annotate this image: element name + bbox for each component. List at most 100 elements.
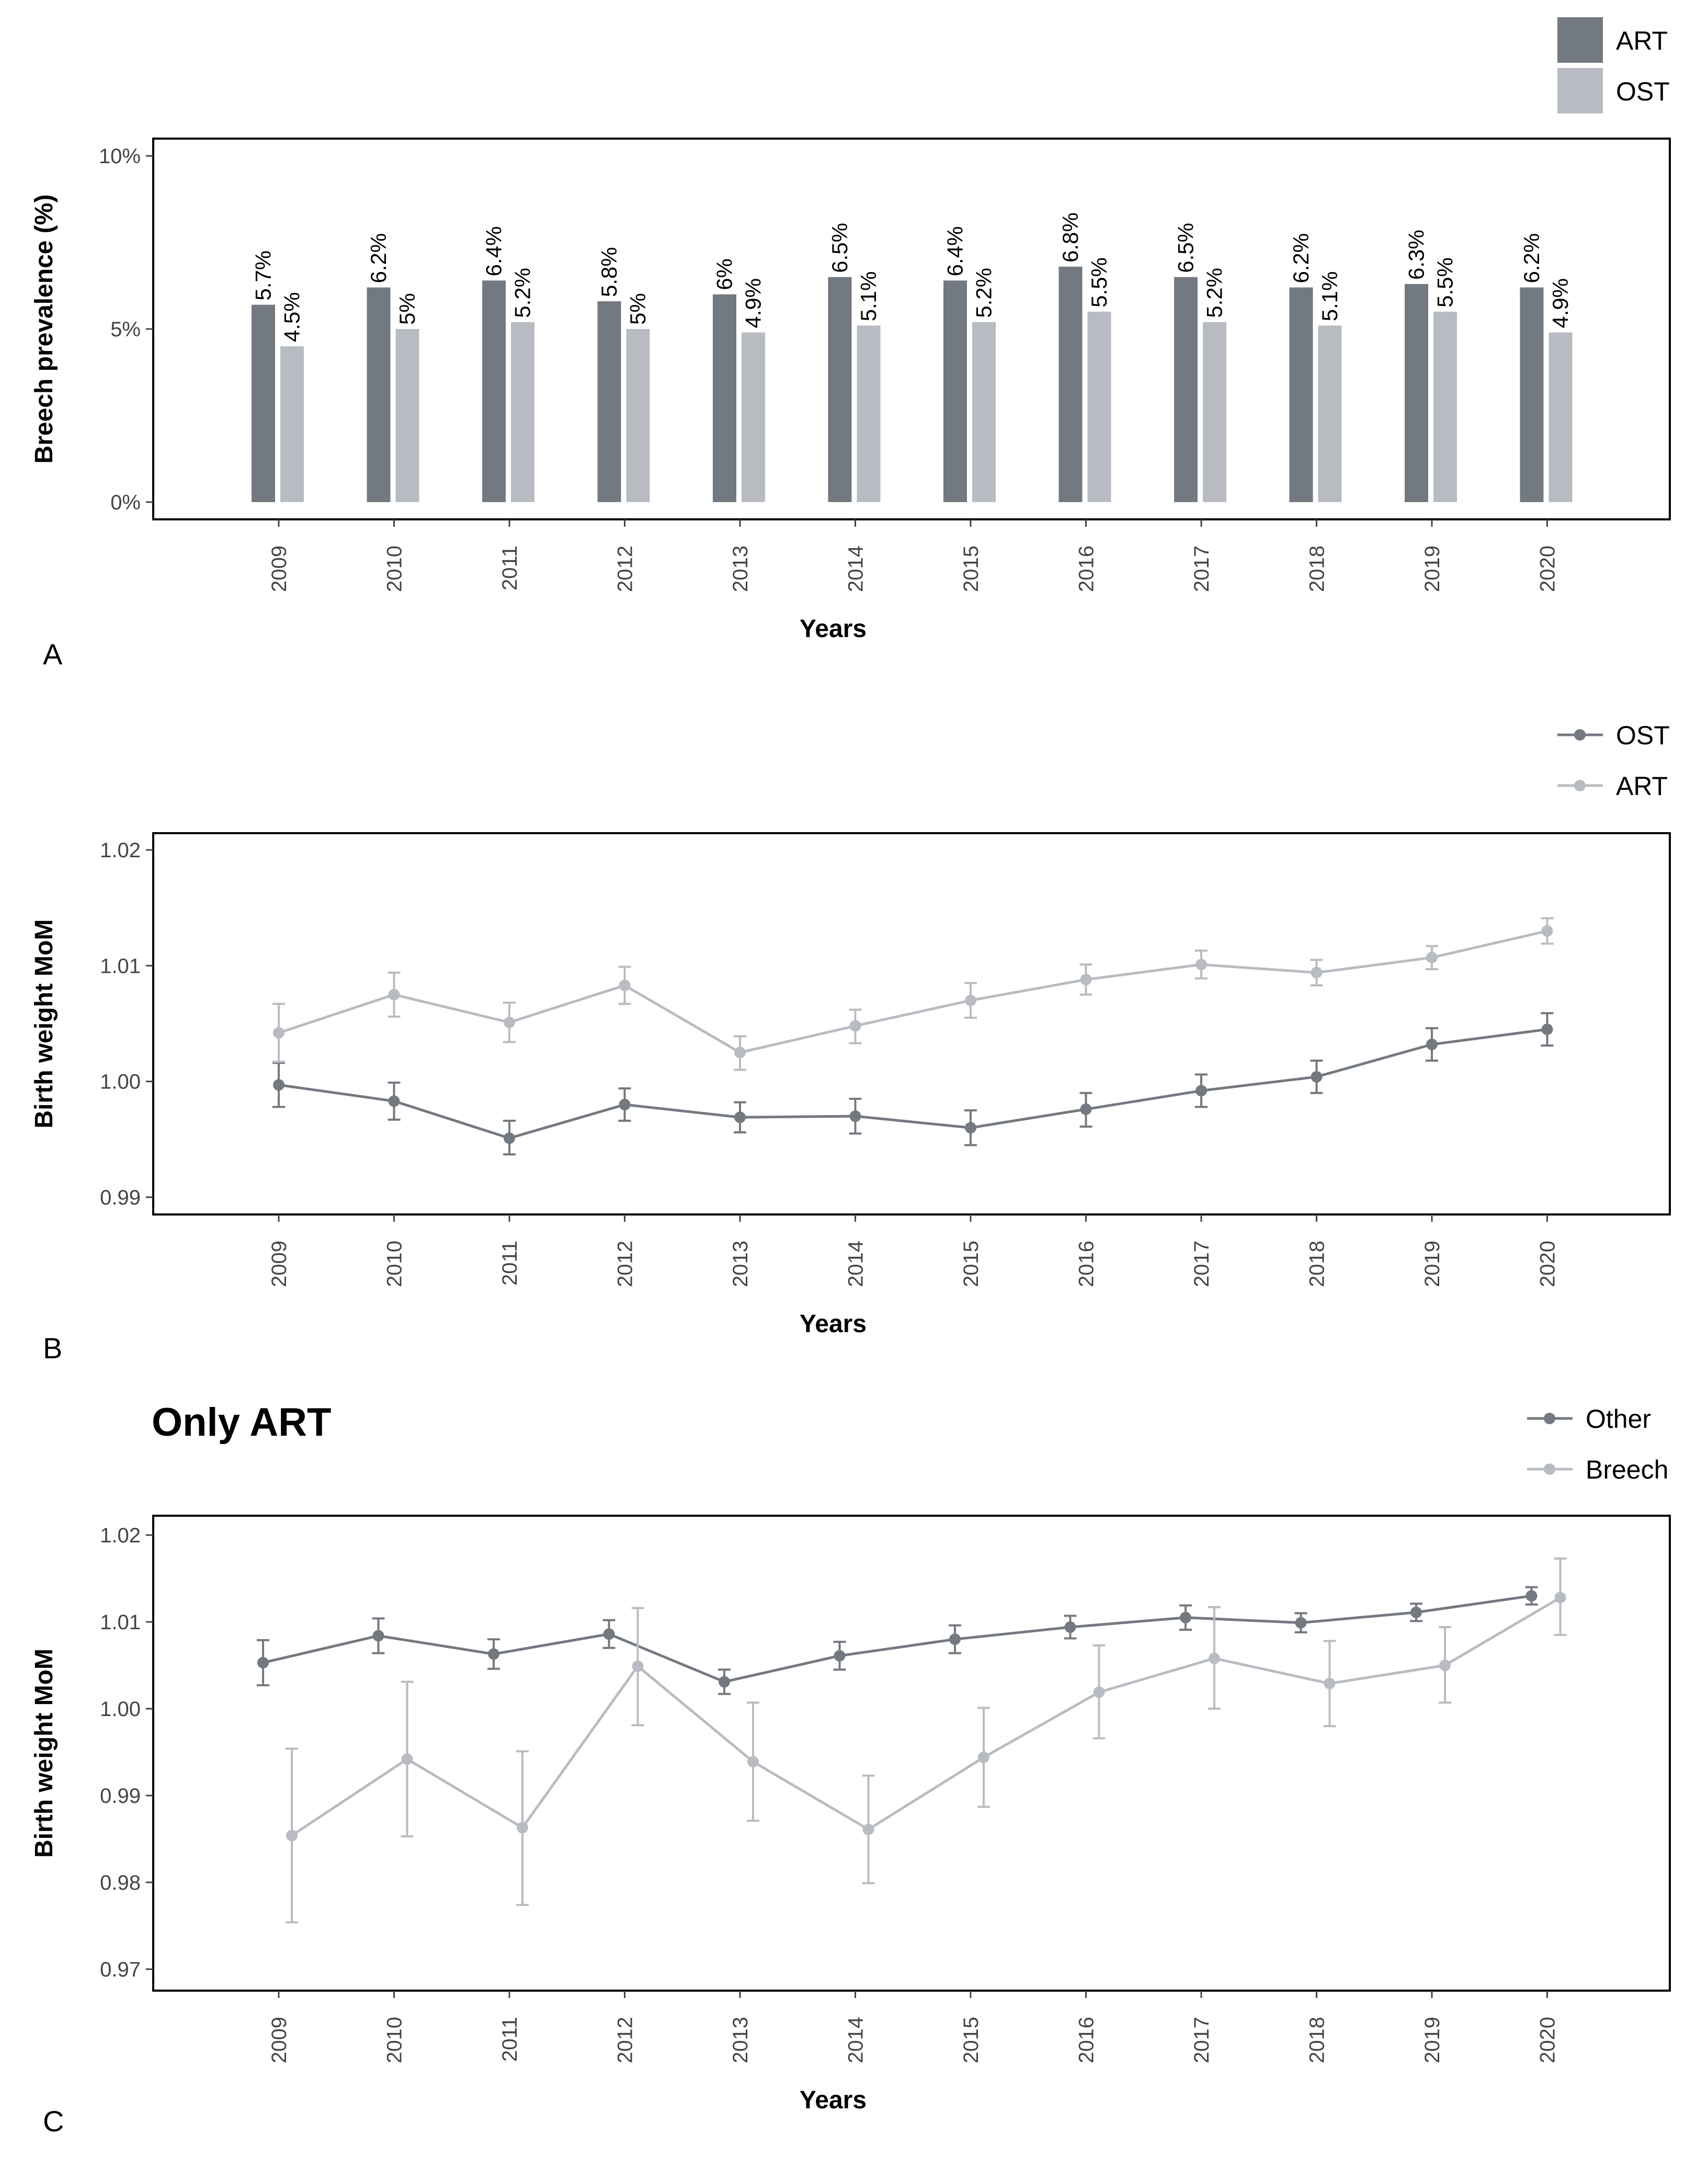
bar-art [1058, 266, 1083, 502]
x-tick-label: 2016 [1075, 546, 1098, 592]
data-point-breech [1093, 1686, 1105, 1698]
data-point-breech [517, 1822, 528, 1834]
x-tick-label: 2012 [614, 2017, 637, 2063]
data-point-ost [849, 1110, 861, 1122]
bar-value-label: 6.4% [943, 226, 967, 277]
x-tick-label: 2016 [1075, 2017, 1098, 2063]
y-tick-label: 0.98 [100, 1871, 141, 1894]
x-tick-label: 2013 [729, 546, 752, 592]
data-point-breech [1439, 1660, 1451, 1671]
bar-value-label: 6.2% [1289, 233, 1313, 283]
data-point-breech [978, 1751, 989, 1763]
bar-ost [626, 329, 650, 502]
legend-label-art: ART [1616, 771, 1668, 801]
bar-value-label: 4.5% [280, 292, 304, 342]
x-tick-label: 2014 [845, 546, 868, 592]
legend-swatch-ost [1557, 68, 1603, 113]
legend-label-breech: Breech [1586, 1455, 1668, 1484]
bar-ost [1203, 322, 1226, 502]
y-tick-label: 1.00 [100, 1071, 141, 1094]
x-tick-label: 2015 [960, 1241, 983, 1287]
series-line-art [278, 929, 1548, 1054]
y-tick-label: 5% [110, 318, 141, 341]
x-tick-label: 2017 [1190, 2017, 1213, 2063]
bar-art [828, 277, 852, 502]
bar-art [367, 287, 391, 502]
x-tick-label: 2014 [845, 1241, 868, 1287]
data-point-ost [1080, 1103, 1092, 1115]
bar-art [943, 280, 967, 502]
x-tick-label: 2018 [1306, 2017, 1329, 2063]
x-tick-label: 2010 [383, 546, 406, 592]
bar-value-label: 6.2% [366, 233, 391, 283]
data-point-other [488, 1648, 499, 1660]
data-point-art [273, 1027, 284, 1039]
x-tick-label: 2012 [614, 546, 637, 592]
data-point-breech [747, 1756, 759, 1768]
bar-ost [972, 322, 996, 502]
bar-value-label: 6% [712, 258, 737, 290]
bar-value-label: 5% [625, 293, 650, 325]
bar-value-label: 5.2% [510, 268, 535, 318]
data-point-breech [1209, 1652, 1220, 1664]
data-point-ost [734, 1111, 746, 1123]
bar-value-label: 5.1% [1317, 271, 1342, 322]
bar-art [1289, 287, 1313, 502]
bar-value-label: 5.5% [1433, 257, 1458, 308]
x-tick-label: 2018 [1306, 546, 1329, 592]
data-point-art [504, 1016, 515, 1028]
data-point-breech [286, 1830, 298, 1842]
legend-label-art: ART [1616, 26, 1668, 55]
y-axis-title: Birth weight MoM [30, 1649, 58, 1858]
bar-art [597, 301, 621, 502]
x-tick-label: 2020 [1536, 2017, 1559, 2063]
data-point-ost [388, 1095, 400, 1107]
x-tick-label: 2020 [1536, 546, 1559, 592]
x-tick-label: 2019 [1421, 2017, 1444, 2063]
bar-value-label: 5.2% [1202, 268, 1227, 318]
data-point-art [1195, 959, 1207, 971]
y-tick-label: 10% [99, 145, 141, 168]
data-point-ost [1541, 1024, 1553, 1036]
data-point-art [849, 1020, 861, 1032]
data-point-other [1295, 1617, 1307, 1629]
x-tick-label: 2013 [729, 1241, 752, 1287]
series-line-ost [278, 1028, 1547, 1140]
bar-ost [1548, 332, 1573, 502]
bar-ost [511, 322, 534, 502]
bar-ost [280, 346, 304, 502]
panel-a-bar-chart: 0% 5% 10% 2009 2010 2011 2012 2013 2014 2015 2016 2… [30, 17, 1671, 671]
x-tick-label: 2012 [614, 1241, 637, 1287]
y-tick-label: 0.99 [100, 1186, 141, 1209]
plot-frame [152, 832, 1671, 1216]
data-point-ost [965, 1122, 976, 1134]
data-point-breech [1554, 1592, 1566, 1604]
data-point-art [1311, 967, 1323, 979]
bar-value-label: 5.7% [251, 251, 276, 301]
legend-swatch-art [1557, 17, 1603, 63]
panel-title: Only ART [152, 1400, 331, 1445]
bar-value-label: 6.4% [482, 226, 506, 277]
x-tick-label: 2014 [845, 2017, 868, 2063]
bar-value-label: 6.5% [827, 223, 852, 273]
data-point-breech [862, 1823, 874, 1835]
bar-value-label: 5.5% [1087, 257, 1111, 308]
legend-marker-art [1574, 780, 1586, 791]
data-point-art [619, 979, 631, 991]
y-axis-title: Birth weight MoM [30, 919, 58, 1129]
bar-art [1174, 277, 1198, 502]
x-tick-label: 2010 [383, 1241, 406, 1287]
x-tick-label: 2018 [1306, 1241, 1329, 1287]
bar-value-label: 5.1% [856, 271, 881, 322]
bar-value-label: 6.5% [1174, 223, 1198, 273]
x-tick-label: 2017 [1190, 1241, 1213, 1287]
bar-value-label: 4.9% [741, 278, 766, 328]
legend-marker-breech [1544, 1463, 1555, 1475]
data-point-ost [273, 1079, 284, 1091]
data-point-ost [504, 1132, 515, 1144]
panel-b-line-chart: 0.99 1.00 1.01 1.02 2009 2010 2011 2012 2013 2014… [30, 721, 1671, 1365]
data-point-art [965, 994, 976, 1006]
data-point-other [834, 1650, 846, 1662]
y-tick-label: 0.97 [100, 1958, 141, 1981]
legend-marker-ost [1574, 729, 1586, 741]
